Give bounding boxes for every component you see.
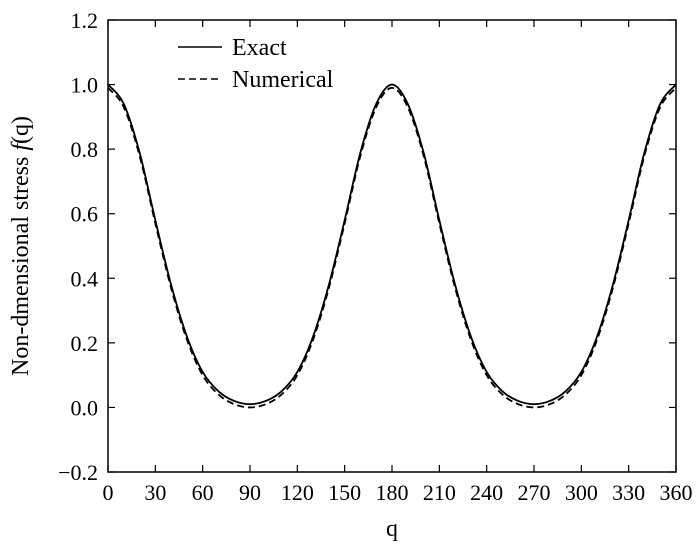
x-tick-label: 360 xyxy=(660,480,693,505)
y-tick-label: 0.2 xyxy=(71,331,99,356)
series-line-exact xyxy=(107,83,677,406)
x-tick-label: 30 xyxy=(144,480,166,505)
series-line-numerical xyxy=(107,86,677,409)
x-tick-label: 0 xyxy=(103,480,114,505)
y-tick-label: 0.6 xyxy=(71,202,99,227)
y-tick-label: 1.0 xyxy=(71,73,99,98)
x-tick-label: 60 xyxy=(192,480,214,505)
y-axis-label-suffix: (q) xyxy=(8,116,34,144)
x-tick-label: 210 xyxy=(423,480,456,505)
x-tick-label: 150 xyxy=(328,480,361,505)
y-tick-label: 1.2 xyxy=(71,8,99,33)
legend-label-numerical: Numerical xyxy=(232,67,334,93)
x-tick-label: 270 xyxy=(518,480,551,505)
tick-labels: 0 30 60 90 120 150 180 210 240 270 300 330 360 −0.2 0.… xyxy=(58,8,692,505)
legend: Exact Numerical xyxy=(178,35,334,93)
y-tick-label: −0.2 xyxy=(58,460,98,485)
y-axis-label-prefix: Non-dmensional stress xyxy=(8,151,34,376)
y-tick-label: 0.8 xyxy=(71,137,99,162)
x-axis-label: q xyxy=(386,516,398,542)
y-axis-label-func: f xyxy=(8,141,34,151)
y-axis-label: Non-dmensional stress f(q) xyxy=(8,116,34,376)
ticks xyxy=(107,19,677,473)
x-tick-label: 120 xyxy=(281,480,314,505)
series-lines xyxy=(107,83,677,409)
legend-label-exact: Exact xyxy=(232,35,287,61)
x-tick-label: 300 xyxy=(565,480,598,505)
x-tick-label: 180 xyxy=(376,480,409,505)
y-tick-label: 0.4 xyxy=(71,266,99,291)
x-tick-label: 240 xyxy=(470,480,503,505)
y-tick-label: 0.0 xyxy=(71,395,99,420)
x-tick-label: 90 xyxy=(239,480,261,505)
x-tick-label: 330 xyxy=(612,480,645,505)
